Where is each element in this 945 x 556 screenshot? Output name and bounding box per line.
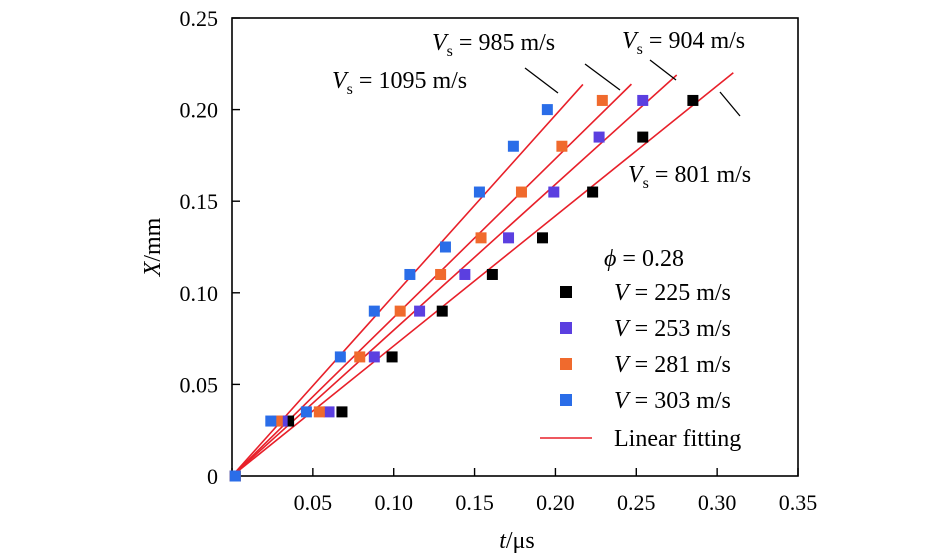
point-s2-7 (515, 186, 527, 198)
data-points (229, 94, 699, 482)
point-s2-9 (596, 94, 608, 106)
point-s2-6 (475, 232, 487, 244)
y-tick-label: 0.20 (180, 98, 219, 123)
point-s3-9 (541, 104, 553, 116)
point-s1-9 (637, 94, 649, 106)
legend-label-2: V = 281 m/s (614, 352, 731, 378)
point-s3-4 (368, 305, 380, 317)
legend-label-1: V = 253 m/s (614, 316, 731, 342)
legend-label-0: V = 225 m/s (614, 280, 731, 306)
point-s0-5 (486, 268, 498, 280)
legend-marker-3 (560, 394, 572, 406)
annotation-label-2: Vs = 985 m/s (432, 30, 555, 60)
point-s0-2 (336, 406, 348, 418)
x-tick-label: 0.10 (374, 490, 413, 515)
x-tick-label: 0.15 (455, 490, 494, 515)
point-s2-2 (313, 406, 325, 418)
axes: 0.05 0.10 0.15 0.20 0.25 0.30 0.35 0 0.05 0.10 0.1… (140, 6, 817, 554)
annotation-label-0: Vs = 801 m/s (628, 162, 751, 192)
point-s0-1 (283, 415, 295, 427)
legend-marker-1 (560, 322, 572, 334)
y-axis-title: X/mm (140, 217, 166, 277)
annotation-leader-2 (584, 63, 621, 91)
legend-fit-label: Linear fitting (614, 426, 741, 452)
y-tick-label: 0.10 (180, 281, 219, 306)
y-tick-label: 0 (207, 464, 218, 489)
point-s0-6 (536, 232, 548, 244)
point-s3-5 (404, 268, 416, 280)
plot-frame (231, 17, 799, 477)
point-s0-8 (637, 131, 649, 143)
annotation-label-3: Vs = 1095 m/s (332, 68, 467, 98)
x-tick-label: 0.20 (536, 490, 575, 515)
y-tick-label: 0.05 (180, 372, 219, 397)
point-s3-8 (507, 140, 519, 152)
point-s1-2 (323, 406, 335, 418)
point-s2-8 (556, 140, 568, 152)
point-s0-9 (687, 94, 699, 106)
x-tick-label: 0.35 (779, 490, 818, 515)
point-s2-3 (354, 351, 366, 363)
point-s1-5 (459, 268, 471, 280)
point-s1-7 (548, 186, 560, 198)
point-s3-0 (229, 470, 241, 482)
point-s0-3 (386, 351, 398, 363)
point-s1-8 (593, 131, 605, 143)
point-s2-5 (435, 268, 447, 280)
point-s0-4 (436, 305, 448, 317)
y-tick-label: 0.15 (180, 189, 219, 214)
point-s3-2 (300, 406, 312, 418)
point-s0-7 (587, 186, 599, 198)
x-tick-label: 0.25 (617, 490, 656, 515)
annotation-label-1: Vs = 904 m/s (622, 28, 745, 58)
fit-line-2 (234, 83, 632, 474)
point-s1-3 (368, 351, 380, 363)
y-tick-label: 0.25 (180, 6, 219, 31)
point-s1-6 (503, 232, 515, 244)
point-s2-1 (271, 415, 283, 427)
x-axis-title: t/μs (499, 528, 535, 554)
x-tick-label: 0.05 (294, 490, 333, 515)
annotation-leader-1 (649, 59, 677, 81)
annotation-leader-0 (719, 91, 741, 117)
point-s3-7 (473, 186, 485, 198)
legend-header: ϕ = 0.28 (604, 246, 684, 272)
point-s3-3 (334, 351, 346, 363)
point-s3-1 (265, 415, 277, 427)
point-s3-6 (439, 241, 451, 253)
point-s1-4 (414, 305, 426, 317)
annotation-leader-3 (524, 67, 559, 94)
legend-marker-2 (560, 358, 572, 370)
legend: ϕ = 0.28 V = 225 m/s V = 253 m/s V = 281 m/… (540, 246, 741, 452)
point-s2-4 (394, 305, 406, 317)
legend-marker-0 (560, 286, 572, 298)
legend-label-3: V = 303 m/s (614, 388, 731, 414)
velocity-annotations: Vs = 801 m/s Vs = 904 m/s Vs = 985 m/s Vs =… (332, 28, 751, 192)
x-tick-label: 0.30 (698, 490, 737, 515)
